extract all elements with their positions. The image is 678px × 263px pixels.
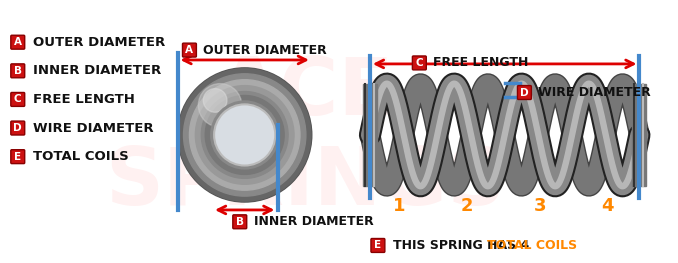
- Text: TOTAL COILS: TOTAL COILS: [487, 239, 578, 252]
- FancyBboxPatch shape: [371, 239, 385, 252]
- FancyBboxPatch shape: [233, 215, 247, 229]
- Circle shape: [199, 84, 242, 127]
- Circle shape: [212, 102, 277, 168]
- Text: TOTAL COILS: TOTAL COILS: [33, 150, 128, 163]
- Text: E: E: [14, 152, 21, 162]
- Text: WIRE DIAMETER: WIRE DIAMETER: [538, 86, 651, 99]
- Circle shape: [178, 68, 312, 202]
- Circle shape: [195, 86, 294, 184]
- Bar: [633, 84, 646, 186]
- Text: OUTER DIAMETER: OUTER DIAMETER: [33, 36, 165, 49]
- FancyBboxPatch shape: [11, 150, 24, 164]
- Text: FREE LENGTH: FREE LENGTH: [33, 93, 134, 106]
- Text: A: A: [14, 37, 22, 47]
- FancyBboxPatch shape: [517, 85, 532, 99]
- Text: 4: 4: [601, 197, 614, 215]
- Text: THIS SPRING HAS 4: THIS SPRING HAS 4: [393, 239, 534, 252]
- Text: 3: 3: [534, 197, 546, 215]
- Text: 2: 2: [461, 197, 473, 215]
- Bar: [363, 84, 377, 186]
- Circle shape: [205, 95, 284, 174]
- Text: E: E: [374, 240, 382, 250]
- Text: D: D: [14, 123, 22, 133]
- Circle shape: [178, 69, 311, 201]
- FancyBboxPatch shape: [182, 43, 197, 57]
- Text: B: B: [14, 66, 22, 76]
- FancyBboxPatch shape: [11, 64, 24, 78]
- Circle shape: [189, 80, 300, 190]
- Circle shape: [203, 89, 227, 112]
- Text: FREE LENGTH: FREE LENGTH: [433, 57, 529, 69]
- Text: INNER DIAMETER: INNER DIAMETER: [33, 64, 161, 77]
- Circle shape: [201, 92, 288, 178]
- Text: OUTER DIAMETER: OUTER DIAMETER: [203, 44, 327, 57]
- FancyBboxPatch shape: [11, 35, 24, 49]
- FancyBboxPatch shape: [11, 121, 24, 135]
- Text: C: C: [416, 58, 423, 68]
- Text: A: A: [186, 45, 193, 55]
- Text: D: D: [520, 88, 529, 98]
- Text: 1: 1: [393, 197, 406, 215]
- Circle shape: [184, 74, 306, 196]
- Text: WIRE DIAMETER: WIRE DIAMETER: [33, 122, 153, 135]
- FancyBboxPatch shape: [11, 93, 24, 107]
- Text: B: B: [236, 217, 244, 227]
- Text: INNER DIAMETER: INNER DIAMETER: [254, 215, 374, 228]
- FancyBboxPatch shape: [412, 56, 426, 70]
- Text: ACE
SPRINGS: ACE SPRINGS: [106, 54, 506, 222]
- Text: C: C: [14, 94, 22, 104]
